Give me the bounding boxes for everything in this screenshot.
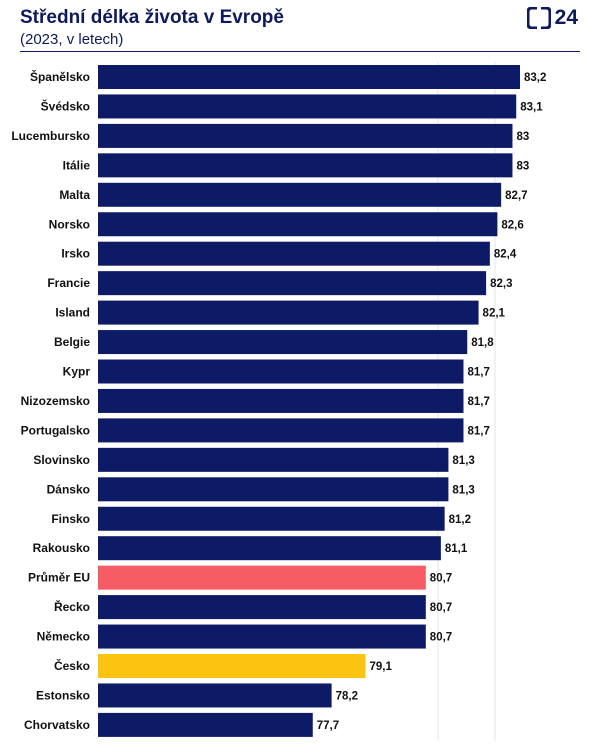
bar: [98, 536, 441, 561]
life-expectancy-bar-chart: Španělsko 83,2 Švédsko 83,1 Lucembursko 83 Itá…: [11, 62, 546, 741]
category-label: Finsko: [51, 512, 90, 526]
bar: [98, 447, 449, 472]
header-divider: [20, 51, 580, 52]
bar: [98, 388, 464, 413]
bar: [98, 241, 490, 266]
category-label: Nizozemsko: [21, 394, 90, 408]
bar: [98, 683, 332, 708]
bar: [98, 94, 517, 119]
bar: [98, 595, 426, 620]
value-label: 79,1: [370, 661, 393, 673]
value-label: 82,6: [501, 219, 523, 231]
category-label: Itálie: [63, 158, 91, 172]
bar: [98, 271, 487, 296]
value-label: 83,1: [520, 101, 543, 113]
chart-header: Střední délka života v Evropě (2023, v l…: [20, 6, 580, 50]
bar: [98, 712, 313, 737]
logo-text: 24: [554, 6, 578, 29]
ct24-logo: 24: [526, 6, 578, 30]
bar: [98, 65, 520, 89]
chart-title: Střední délka života v Evropě: [20, 7, 284, 28]
value-label: 81,7: [467, 367, 489, 379]
ct-logo-icon: [526, 7, 551, 29]
category-label: Portugalsko: [21, 423, 90, 437]
bar: [98, 330, 468, 355]
value-label: 77,7: [317, 720, 339, 732]
value-label: 80,7: [430, 632, 452, 644]
category-label: Švédsko: [41, 98, 90, 113]
category-label: Německo: [37, 630, 90, 644]
category-label: Dánsko: [47, 482, 90, 496]
bar: [98, 506, 445, 531]
value-label: 80,7: [430, 573, 452, 585]
bar: [98, 300, 479, 325]
value-label: 81,3: [452, 455, 474, 467]
value-label: 81,3: [452, 484, 474, 496]
value-label: 81,1: [445, 543, 468, 555]
category-label: Norsko: [49, 217, 90, 231]
bar: [98, 654, 366, 678]
chart-subtitle: (2023, v letech): [20, 31, 124, 48]
value-label: 80,7: [430, 602, 452, 614]
bar: [98, 212, 498, 237]
category-label: Lucembursko: [11, 129, 90, 143]
bar: [98, 182, 502, 207]
bar: [98, 123, 513, 148]
category-label: Španělsko: [30, 69, 90, 84]
bar: [98, 624, 426, 649]
bar: [98, 565, 426, 590]
value-label: 83,2: [524, 72, 546, 84]
value-label: 81,7: [467, 425, 489, 437]
category-label: Chorvatsko: [24, 718, 90, 732]
category-label: Irsko: [61, 247, 90, 261]
bar: [98, 477, 449, 502]
value-label: 78,2: [336, 690, 358, 702]
bar: [98, 418, 464, 443]
value-label: 82,1: [483, 308, 506, 320]
value-label: 82,7: [505, 190, 527, 202]
category-label: Island: [55, 306, 90, 320]
value-label: 81,2: [449, 514, 471, 526]
value-label: 82,4: [494, 249, 517, 261]
value-label: 82,3: [490, 278, 512, 290]
category-label: Belgie: [54, 335, 90, 349]
category-label: Slovinsko: [33, 453, 90, 467]
category-label: Kypr: [63, 365, 91, 379]
category-label: Řecko: [54, 599, 90, 614]
value-label: 81,7: [467, 396, 489, 408]
value-label: 83: [516, 131, 529, 143]
value-label: 81,8: [471, 337, 494, 349]
category-label: Česko: [54, 658, 90, 673]
category-label: Francie: [47, 276, 90, 290]
category-label: Rakousko: [33, 541, 90, 555]
bar: [98, 153, 513, 178]
category-label: Malta: [59, 188, 90, 202]
value-label: 83: [516, 160, 529, 172]
category-label: Estonsko: [36, 688, 90, 702]
category-label: Průměr EU: [28, 571, 90, 585]
bar: [98, 359, 464, 384]
